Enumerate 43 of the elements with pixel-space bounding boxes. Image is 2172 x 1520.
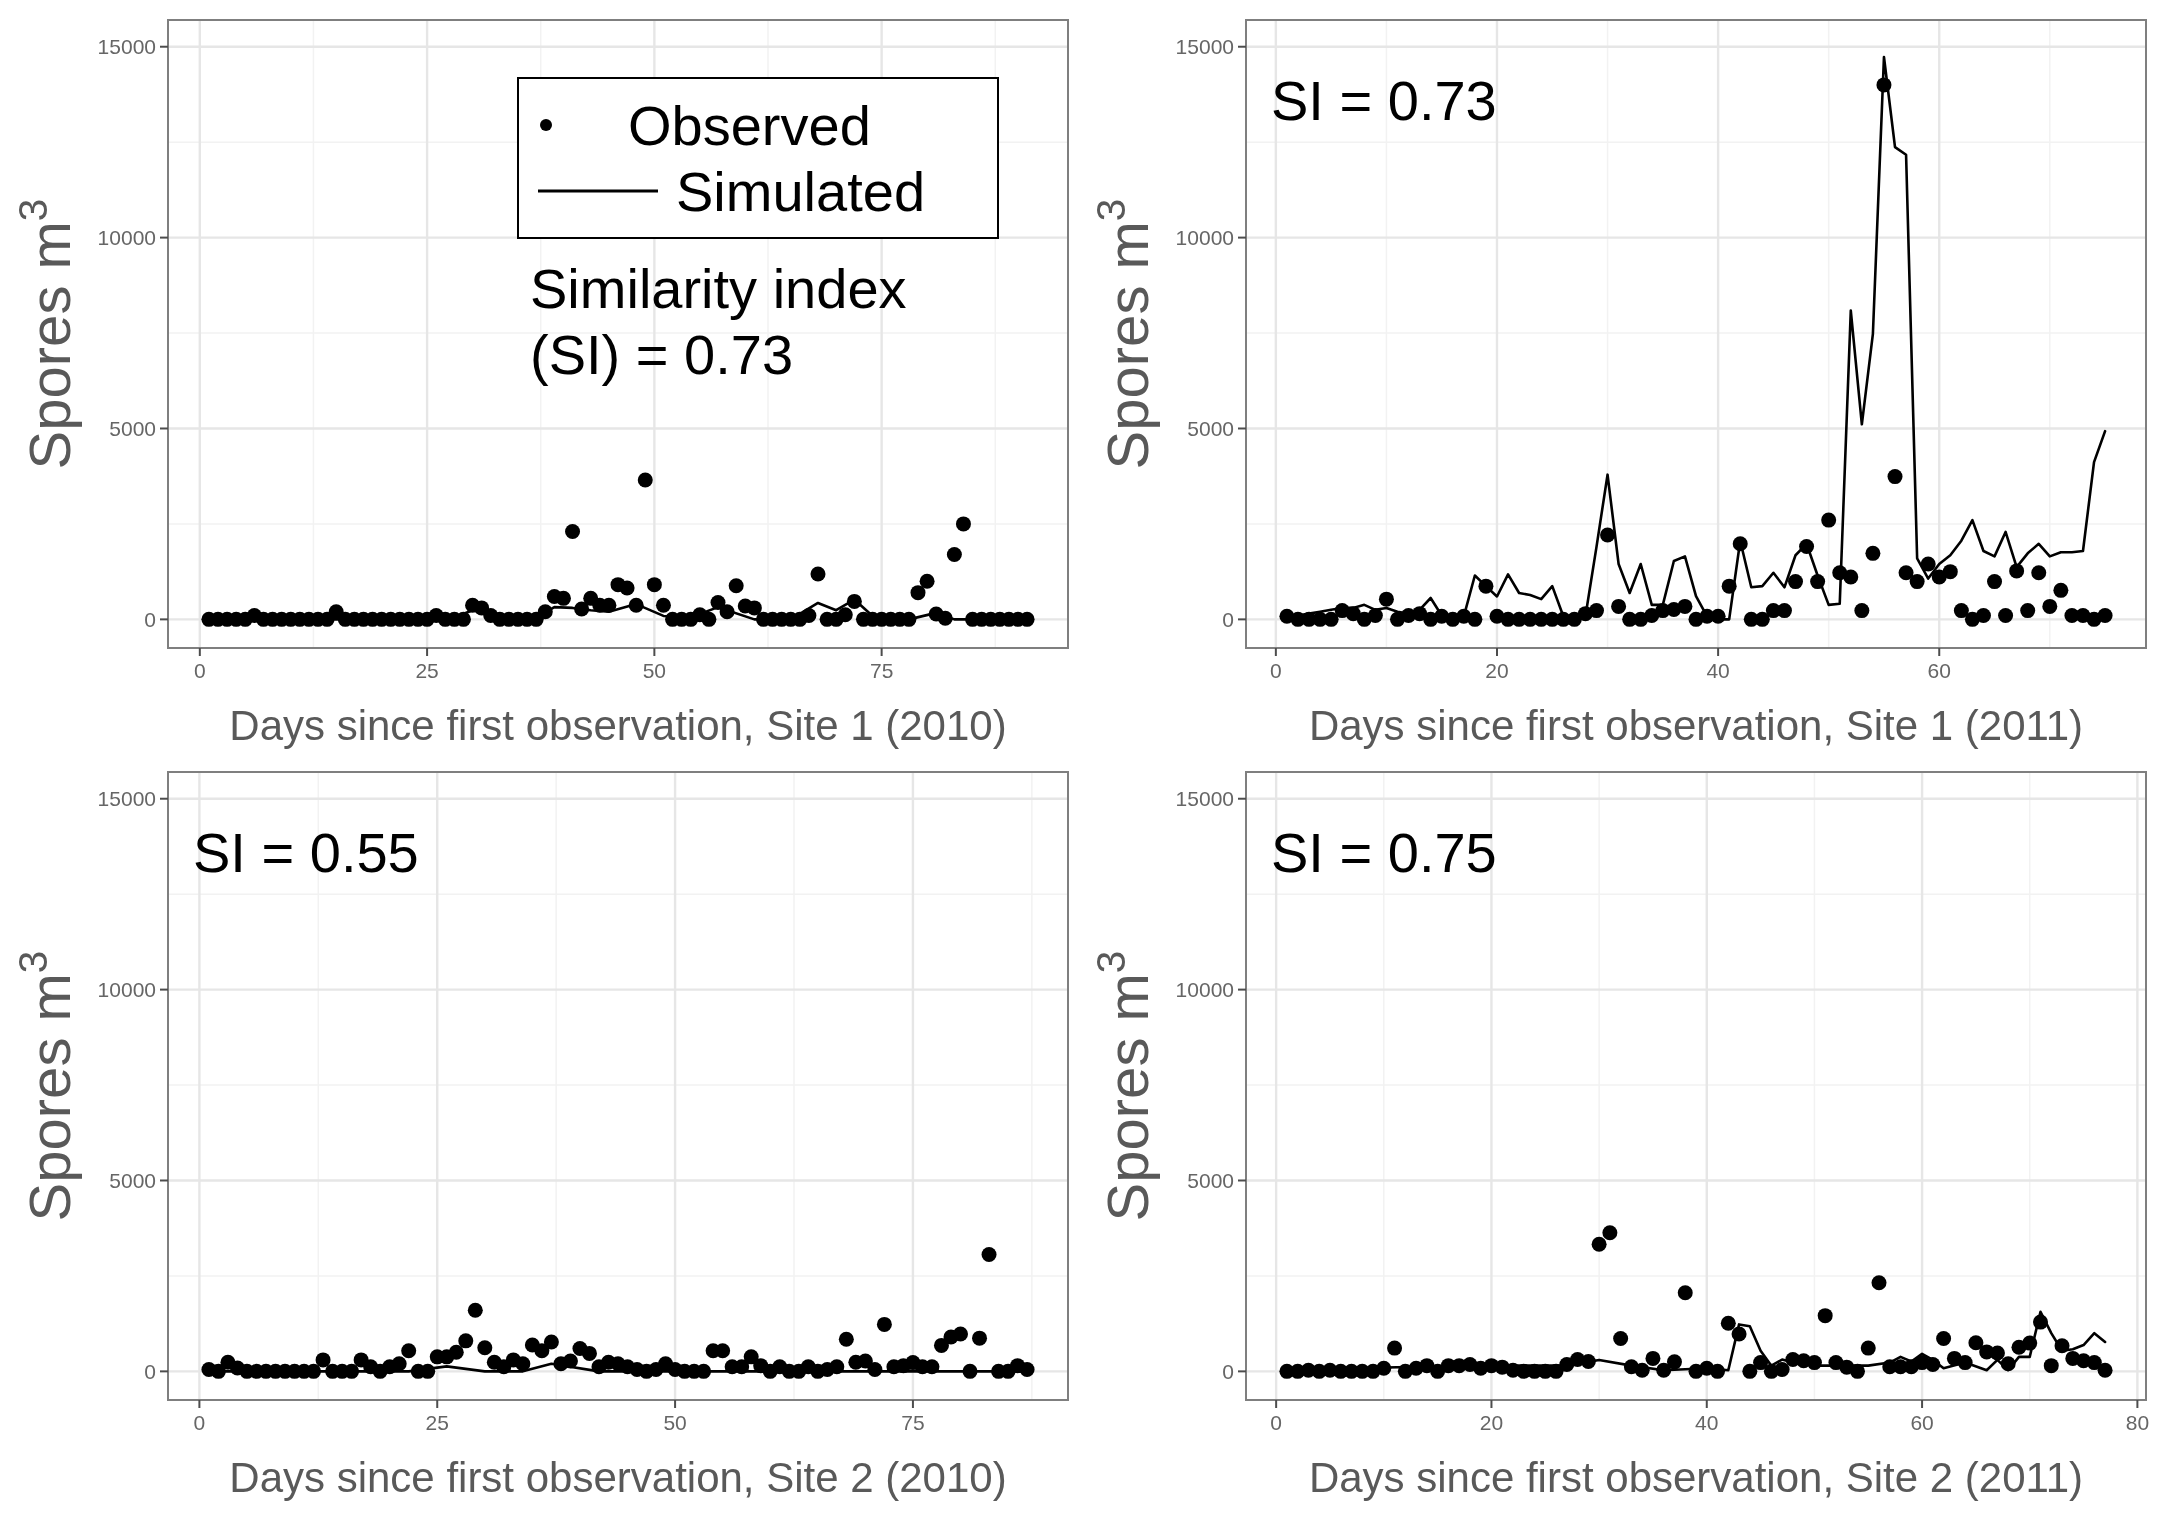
x-tick-label: 75 — [869, 659, 894, 682]
y-tick-label: 0 — [1222, 607, 1234, 631]
x-tick-label: 75 — [901, 1411, 925, 1434]
x-tick-label: 20 — [1485, 659, 1509, 682]
y-tick-label: 15000 — [97, 35, 156, 59]
x-tick-label: 60 — [1927, 659, 1951, 682]
annotation: SI = 0.55 — [193, 821, 419, 884]
y-tick-label: 5000 — [109, 1168, 156, 1192]
y-tick-label: 15000 — [97, 787, 156, 811]
annotation: Similarity index (SI) = 0.73 — [530, 257, 907, 386]
x-tick-label: 0 — [193, 659, 206, 682]
x-axis-title: Days since first observation, Site 2 (2010) — [229, 1454, 1007, 1501]
legend-label: Simulated — [676, 159, 926, 223]
y-tick-label: 15000 — [1175, 35, 1234, 59]
x-tick-label: 20 — [1479, 1411, 1504, 1434]
annotation: SI = 0.73 — [1271, 69, 1497, 132]
legend-label: Observed — [628, 93, 871, 157]
x-tick-label: 0 — [193, 1411, 206, 1434]
y-tick-label: 5000 — [109, 416, 156, 440]
x-tick-label: 60 — [1910, 1411, 1934, 1434]
y-tick-label: 10000 — [1175, 225, 1234, 249]
y-tick-label: 0 — [144, 1359, 156, 1383]
y-tick-label: 0 — [1222, 1359, 1234, 1383]
x-tick-label: 40 — [1695, 1411, 1719, 1434]
y-tick-label: 0 — [144, 607, 156, 631]
x-tick-label: 50 — [663, 1411, 687, 1434]
x-tick-label: 25 — [425, 1411, 449, 1434]
y-tick-label: 5000 — [1187, 416, 1234, 440]
x-axis-title: Days since first observation, Site 2 (2011) — [1308, 1454, 2084, 1501]
x-tick-label: 50 — [642, 659, 667, 682]
annotation: SI = 0.75 — [1271, 821, 1497, 884]
y-tick-label: 10000 — [1175, 977, 1234, 1001]
y-tick-label: 15000 — [1175, 787, 1234, 811]
y-tick-label: 5000 — [1187, 1168, 1234, 1192]
x-tick-label: 40 — [1706, 659, 1730, 682]
x-tick-label: 0 — [1270, 1411, 1282, 1434]
x-tick-label: 0 — [1270, 659, 1282, 682]
y-tick-label: 10000 — [97, 225, 156, 249]
x-axis-title: Days since first observation, Site 1 (2010) — [229, 702, 1007, 749]
x-tick-label: 25 — [415, 659, 439, 682]
x-axis-title: Days since first observation, Site 1 (2011) — [1308, 702, 2084, 749]
y-tick-label: 10000 — [97, 977, 156, 1001]
x-tick-label: 80 — [2125, 1411, 2150, 1434]
